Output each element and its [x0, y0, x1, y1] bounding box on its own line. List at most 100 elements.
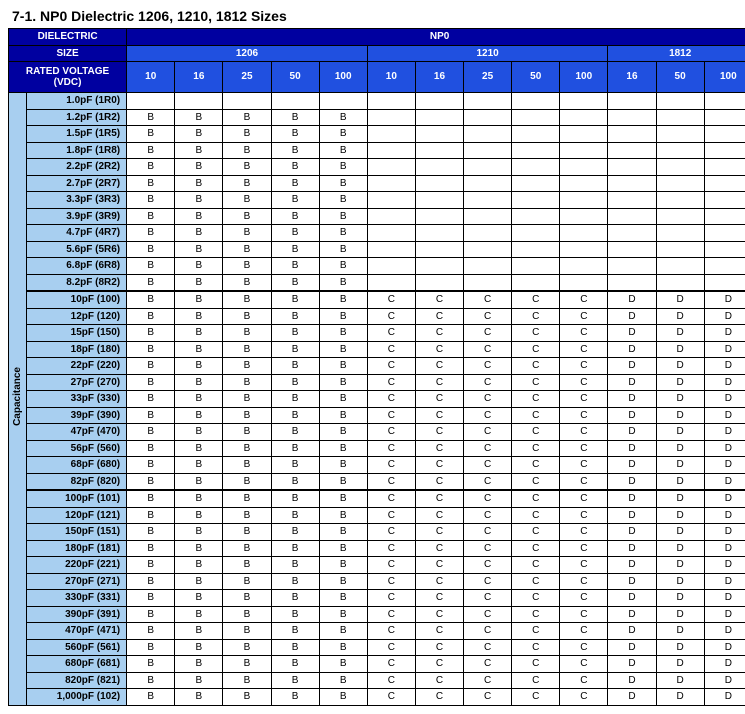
data-cell: [415, 225, 463, 242]
data-cell: [560, 126, 608, 143]
data-cell: C: [560, 308, 608, 325]
table-row: 8.2pF (8R2)BBBBB: [9, 274, 745, 291]
data-cell: C: [367, 672, 415, 689]
data-cell: C: [560, 672, 608, 689]
data-cell: B: [319, 142, 367, 159]
table-row: 820pF (821)BBBBBCCCCCDDD: [9, 672, 745, 689]
data-cell: C: [512, 473, 560, 490]
data-cell: D: [704, 291, 745, 308]
row-label: 27pF (270): [26, 374, 127, 391]
data-cell: [704, 225, 745, 242]
data-cell: C: [464, 374, 512, 391]
data-cell: B: [223, 159, 271, 176]
data-cell: [704, 109, 745, 126]
table-header: DIELECTRIC NP0 SIZE 1206 1210 1812 RATED…: [9, 29, 745, 93]
data-cell: B: [175, 208, 223, 225]
row-label: 150pF (151): [26, 524, 127, 541]
data-cell: C: [560, 606, 608, 623]
data-cell: B: [319, 358, 367, 375]
data-cell: [367, 109, 415, 126]
data-cell: B: [127, 590, 175, 607]
data-cell: D: [656, 358, 704, 375]
data-cell: B: [271, 590, 319, 607]
data-cell: D: [704, 623, 745, 640]
data-cell: B: [175, 192, 223, 209]
data-cell: D: [608, 291, 656, 308]
row-label: 3.3pF (3R3): [26, 192, 127, 209]
data-cell: B: [223, 274, 271, 291]
data-cell: D: [704, 689, 745, 706]
data-cell: B: [127, 308, 175, 325]
data-cell: B: [271, 440, 319, 457]
data-cell: B: [127, 258, 175, 275]
data-cell: B: [223, 208, 271, 225]
data-cell: [367, 208, 415, 225]
data-cell: C: [464, 424, 512, 441]
table-row: 150pF (151)BBBBBCCCCCDDD: [9, 524, 745, 541]
data-cell: D: [704, 490, 745, 507]
data-cell: C: [560, 341, 608, 358]
table-row: 82pF (820)BBBBBCCCCCDDD: [9, 473, 745, 490]
data-cell: [415, 192, 463, 209]
data-cell: B: [271, 325, 319, 342]
data-cell: B: [127, 374, 175, 391]
data-cell: D: [704, 590, 745, 607]
row-label: 82pF (820): [26, 473, 127, 490]
data-cell: B: [223, 473, 271, 490]
data-cell: B: [175, 258, 223, 275]
row-label: 390pF (391): [26, 606, 127, 623]
data-cell: B: [319, 457, 367, 474]
data-cell: C: [415, 407, 463, 424]
data-cell: C: [415, 391, 463, 408]
data-cell: D: [656, 540, 704, 557]
table-row: 2.2pF (2R2)BBBBB: [9, 159, 745, 176]
data-cell: B: [271, 374, 319, 391]
row-label: 47pF (470): [26, 424, 127, 441]
data-cell: [415, 175, 463, 192]
data-cell: C: [367, 639, 415, 656]
row-label: 10pF (100): [26, 291, 127, 308]
table-row: 6.8pF (6R8)BBBBB: [9, 258, 745, 275]
header-voltage-row: RATED VOLTAGE (VDC) 10162550100101625501…: [9, 62, 745, 93]
row-label: 270pF (271): [26, 573, 127, 590]
data-cell: C: [464, 689, 512, 706]
data-cell: [608, 126, 656, 143]
data-cell: [512, 274, 560, 291]
data-cell: [608, 241, 656, 258]
data-cell: [367, 241, 415, 258]
data-cell: B: [127, 557, 175, 574]
data-cell: [704, 142, 745, 159]
header-voltage-1210-100: 100: [560, 62, 608, 93]
data-cell: B: [175, 424, 223, 441]
data-cell: D: [656, 689, 704, 706]
data-cell: C: [464, 407, 512, 424]
data-cell: [656, 192, 704, 209]
data-cell: B: [319, 192, 367, 209]
data-cell: B: [223, 689, 271, 706]
data-cell: [560, 175, 608, 192]
data-cell: C: [464, 557, 512, 574]
data-cell: C: [512, 424, 560, 441]
data-cell: C: [367, 573, 415, 590]
data-cell: [512, 208, 560, 225]
data-cell: C: [367, 325, 415, 342]
data-cell: C: [512, 490, 560, 507]
data-cell: C: [415, 540, 463, 557]
data-cell: D: [656, 325, 704, 342]
data-cell: C: [464, 391, 512, 408]
data-cell: D: [608, 490, 656, 507]
data-cell: C: [560, 374, 608, 391]
data-cell: D: [704, 507, 745, 524]
data-cell: B: [175, 440, 223, 457]
data-cell: [608, 109, 656, 126]
data-cell: C: [415, 557, 463, 574]
data-cell: C: [464, 639, 512, 656]
data-cell: [464, 159, 512, 176]
data-cell: B: [175, 109, 223, 126]
data-cell: B: [127, 606, 175, 623]
data-cell: C: [415, 374, 463, 391]
header-np0: NP0: [127, 29, 745, 46]
data-cell: B: [271, 606, 319, 623]
data-cell: D: [704, 358, 745, 375]
data-cell: B: [223, 457, 271, 474]
